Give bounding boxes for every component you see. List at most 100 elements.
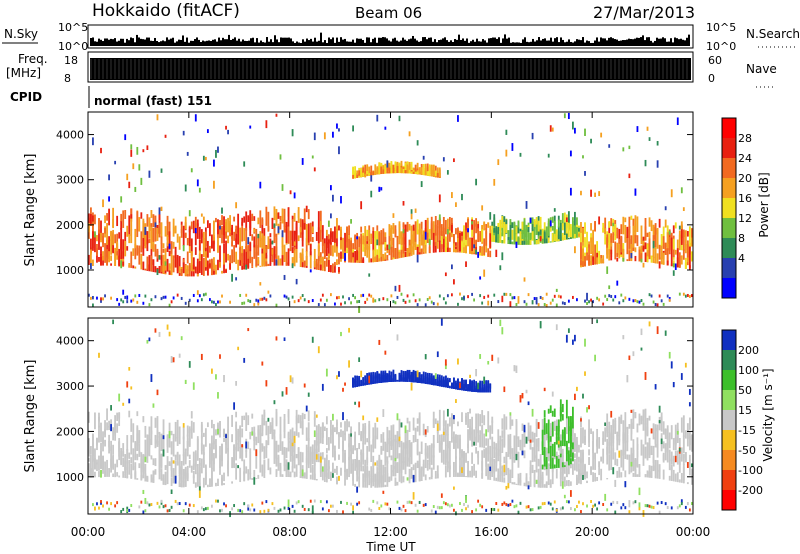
- data-cell: [400, 249, 403, 258]
- nsky-bar: [302, 39, 304, 46]
- data-cell: [442, 410, 445, 427]
- data-cell: [416, 425, 419, 432]
- data-speckle: [400, 422, 403, 428]
- data-cell: [170, 465, 173, 478]
- data-cell: [515, 232, 518, 243]
- data-cell: [565, 459, 568, 477]
- data-cell: [253, 469, 256, 480]
- data-cell: [682, 249, 685, 260]
- data-cell: [370, 444, 373, 463]
- data-cell: [130, 418, 133, 432]
- data-speckle: [622, 257, 625, 262]
- data-cell: [118, 256, 121, 265]
- data-cell: [358, 170, 361, 178]
- data-speckle: [394, 285, 397, 292]
- nsky-bar: [682, 39, 684, 46]
- data-cell: [368, 440, 371, 452]
- data-cell: [307, 223, 310, 243]
- data-cell: [338, 252, 340, 265]
- data-cell: [325, 448, 328, 454]
- data-cell: [463, 467, 465, 477]
- nsky-bar: [462, 38, 464, 46]
- data-cell: [390, 371, 393, 382]
- data-ground: [584, 299, 586, 303]
- data-cell: [459, 232, 461, 252]
- data-cell: [582, 227, 584, 250]
- data-cell: [124, 466, 127, 474]
- data-cell: [569, 463, 572, 469]
- data-cell: [638, 246, 641, 252]
- data-cell: [660, 412, 663, 432]
- data-cell: [509, 433, 512, 454]
- data-cell: [325, 242, 328, 248]
- data-cell: [418, 470, 421, 482]
- data-cell: [652, 423, 655, 440]
- data-cell: [202, 452, 205, 468]
- nsky-bar: [496, 38, 498, 46]
- data-cell: [215, 439, 217, 459]
- data-cell: [378, 468, 381, 484]
- nsky-bar: [384, 37, 386, 46]
- data-speckle: [471, 250, 473, 255]
- data-cell: [600, 468, 603, 481]
- data-cell: [356, 375, 359, 383]
- data-cell: [668, 432, 671, 449]
- colorbar-tick-label: -100: [738, 464, 763, 477]
- data-cell: [350, 429, 352, 446]
- data-speckle: [142, 489, 145, 494]
- data-ground: [126, 509, 129, 513]
- data-cell: [674, 473, 677, 482]
- data-speckle: [618, 450, 621, 458]
- nsky-bar: [632, 39, 634, 46]
- data-cell: [418, 240, 421, 253]
- data-speckle: [471, 221, 473, 225]
- data-cell: [497, 429, 500, 446]
- data-cell: [541, 236, 544, 244]
- data-cell: [386, 248, 389, 253]
- data-cell: [283, 208, 286, 228]
- data-cell: [666, 248, 669, 266]
- data-cell: [444, 429, 447, 446]
- data-cell: [404, 444, 407, 450]
- data-ground: [321, 293, 324, 297]
- data-cell: [160, 433, 163, 452]
- data-ground: [204, 292, 207, 296]
- data-speckle: [350, 433, 352, 437]
- data-ground: [319, 298, 322, 302]
- data-cell: [400, 374, 403, 382]
- data-cell: [118, 438, 121, 457]
- data-speckle: [342, 387, 344, 392]
- data-cell: [325, 468, 328, 483]
- data-cell: [384, 252, 387, 261]
- data-ground: [245, 293, 248, 297]
- data-speckle: [164, 134, 167, 138]
- nsky-bar: [92, 37, 94, 46]
- data-cell: [269, 262, 272, 266]
- data-cell: [396, 431, 399, 445]
- data-cell: [332, 462, 334, 474]
- nsky-bar: [486, 42, 488, 46]
- nsky-bar: [670, 38, 672, 46]
- data-cell: [360, 168, 363, 178]
- data-cell: [340, 429, 342, 438]
- data-cell: [428, 240, 431, 254]
- data-cell: [206, 484, 209, 488]
- data-cell: [273, 442, 276, 464]
- data-cell: [416, 219, 419, 235]
- data-ground: [517, 510, 520, 514]
- data-cell: [503, 477, 506, 483]
- data-cell: [398, 167, 401, 174]
- data-cell: [547, 451, 550, 462]
- data-ground: [652, 300, 655, 304]
- data-cell: [152, 242, 155, 252]
- data-cell: [247, 469, 250, 481]
- data-cell: [263, 446, 266, 459]
- data-ground: [688, 294, 691, 298]
- data-cell: [307, 410, 310, 422]
- data-cell: [311, 228, 314, 234]
- nsky-bar: [580, 40, 582, 46]
- data-cell: [676, 239, 679, 256]
- data-ground: [686, 293, 689, 297]
- data-speckle: [582, 393, 584, 399]
- colorbar-swatch: [722, 138, 736, 159]
